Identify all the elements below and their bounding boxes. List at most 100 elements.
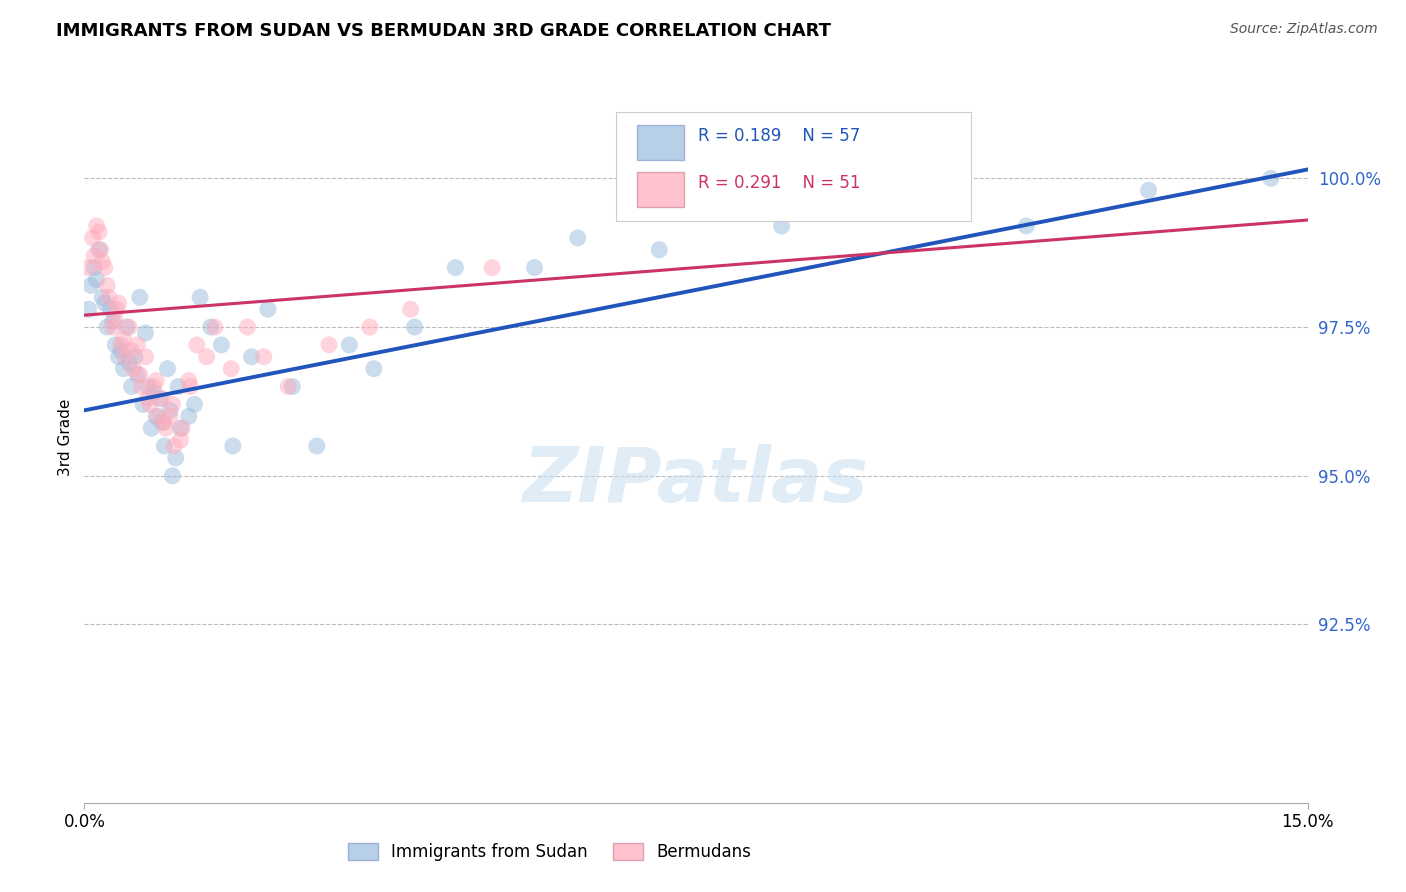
Point [167,379,190,393]
Point [132,397,155,411]
Text: R = 0.189    N = 57: R = 0.189 N = 57 [699,127,860,145]
Point [339,338,361,352]
Point [86,272,108,286]
Point [179,379,201,393]
Point [240,350,263,364]
Point [481,260,503,275]
Bar [637,172,683,208]
Point [100,302,122,317]
Point [169,433,191,447]
Point [305,439,328,453]
Point [153,415,176,429]
FancyBboxPatch shape [616,112,972,221]
Point [142,385,165,400]
Y-axis label: 3rd Grade: 3rd Grade [58,399,73,475]
Point [93,296,115,310]
Text: R = 0.291    N = 51: R = 0.291 N = 51 [699,174,860,192]
Point [177,374,200,388]
Point [156,361,179,376]
Point [567,231,589,245]
Point [107,350,129,364]
Point [118,320,141,334]
Point [87,243,110,257]
Point [399,302,422,317]
Point [93,260,115,275]
Point [163,439,186,453]
Point [277,379,299,393]
Point [1015,219,1038,233]
Point [115,320,138,334]
Point [523,260,546,275]
Bar [637,125,683,161]
Point [145,409,167,424]
Point [121,343,143,358]
Point [112,332,135,346]
Point [318,338,340,352]
Point [110,343,132,358]
Point [122,361,145,376]
Point [253,350,276,364]
Point [934,201,956,215]
Point [188,290,211,304]
Point [150,415,173,429]
Point [87,225,110,239]
Text: ZIPatlas: ZIPatlas [523,444,869,518]
Point [141,421,163,435]
Point [1260,171,1282,186]
Point [159,403,181,417]
Point [121,379,143,393]
Point [359,320,381,334]
Point [363,361,385,376]
Point [135,350,157,364]
Point [200,320,222,334]
Point [159,409,181,424]
Point [648,243,671,257]
Point [162,397,184,411]
Point [91,254,114,268]
Point [83,260,105,275]
Point [444,260,467,275]
Point [153,439,176,453]
Point [118,356,141,370]
Point [82,231,104,245]
Point [257,302,280,317]
Point [148,392,170,406]
Text: Source: ZipAtlas.com: Source: ZipAtlas.com [1230,22,1378,37]
Point [142,379,165,393]
Point [770,219,793,233]
Point [104,338,127,352]
Point [104,314,127,328]
Point [128,368,150,382]
Point [77,302,100,317]
Point [83,249,105,263]
Point [91,290,114,304]
Point [124,350,146,364]
Point [219,361,242,376]
Point [222,439,245,453]
Point [177,409,200,424]
Point [77,260,100,275]
Point [127,368,149,382]
Point [1137,183,1160,197]
Point [96,278,118,293]
Point [195,350,218,364]
Point [145,374,167,388]
Point [138,397,160,411]
Point [128,290,150,304]
Point [110,338,132,352]
Point [112,361,135,376]
Point [136,392,159,406]
Point [172,421,194,435]
Point [150,392,173,406]
Point [186,338,208,352]
Point [101,320,124,334]
Point [86,219,108,233]
Point [209,338,232,352]
Text: IMMIGRANTS FROM SUDAN VS BERMUDAN 3RD GRADE CORRELATION CHART: IMMIGRANTS FROM SUDAN VS BERMUDAN 3RD GR… [56,22,831,40]
Point [96,320,118,334]
Point [155,421,177,435]
Legend: Immigrants from Sudan, Bermudans: Immigrants from Sudan, Bermudans [340,836,758,868]
Point [97,290,120,304]
Point [165,450,187,465]
Point [204,320,226,334]
